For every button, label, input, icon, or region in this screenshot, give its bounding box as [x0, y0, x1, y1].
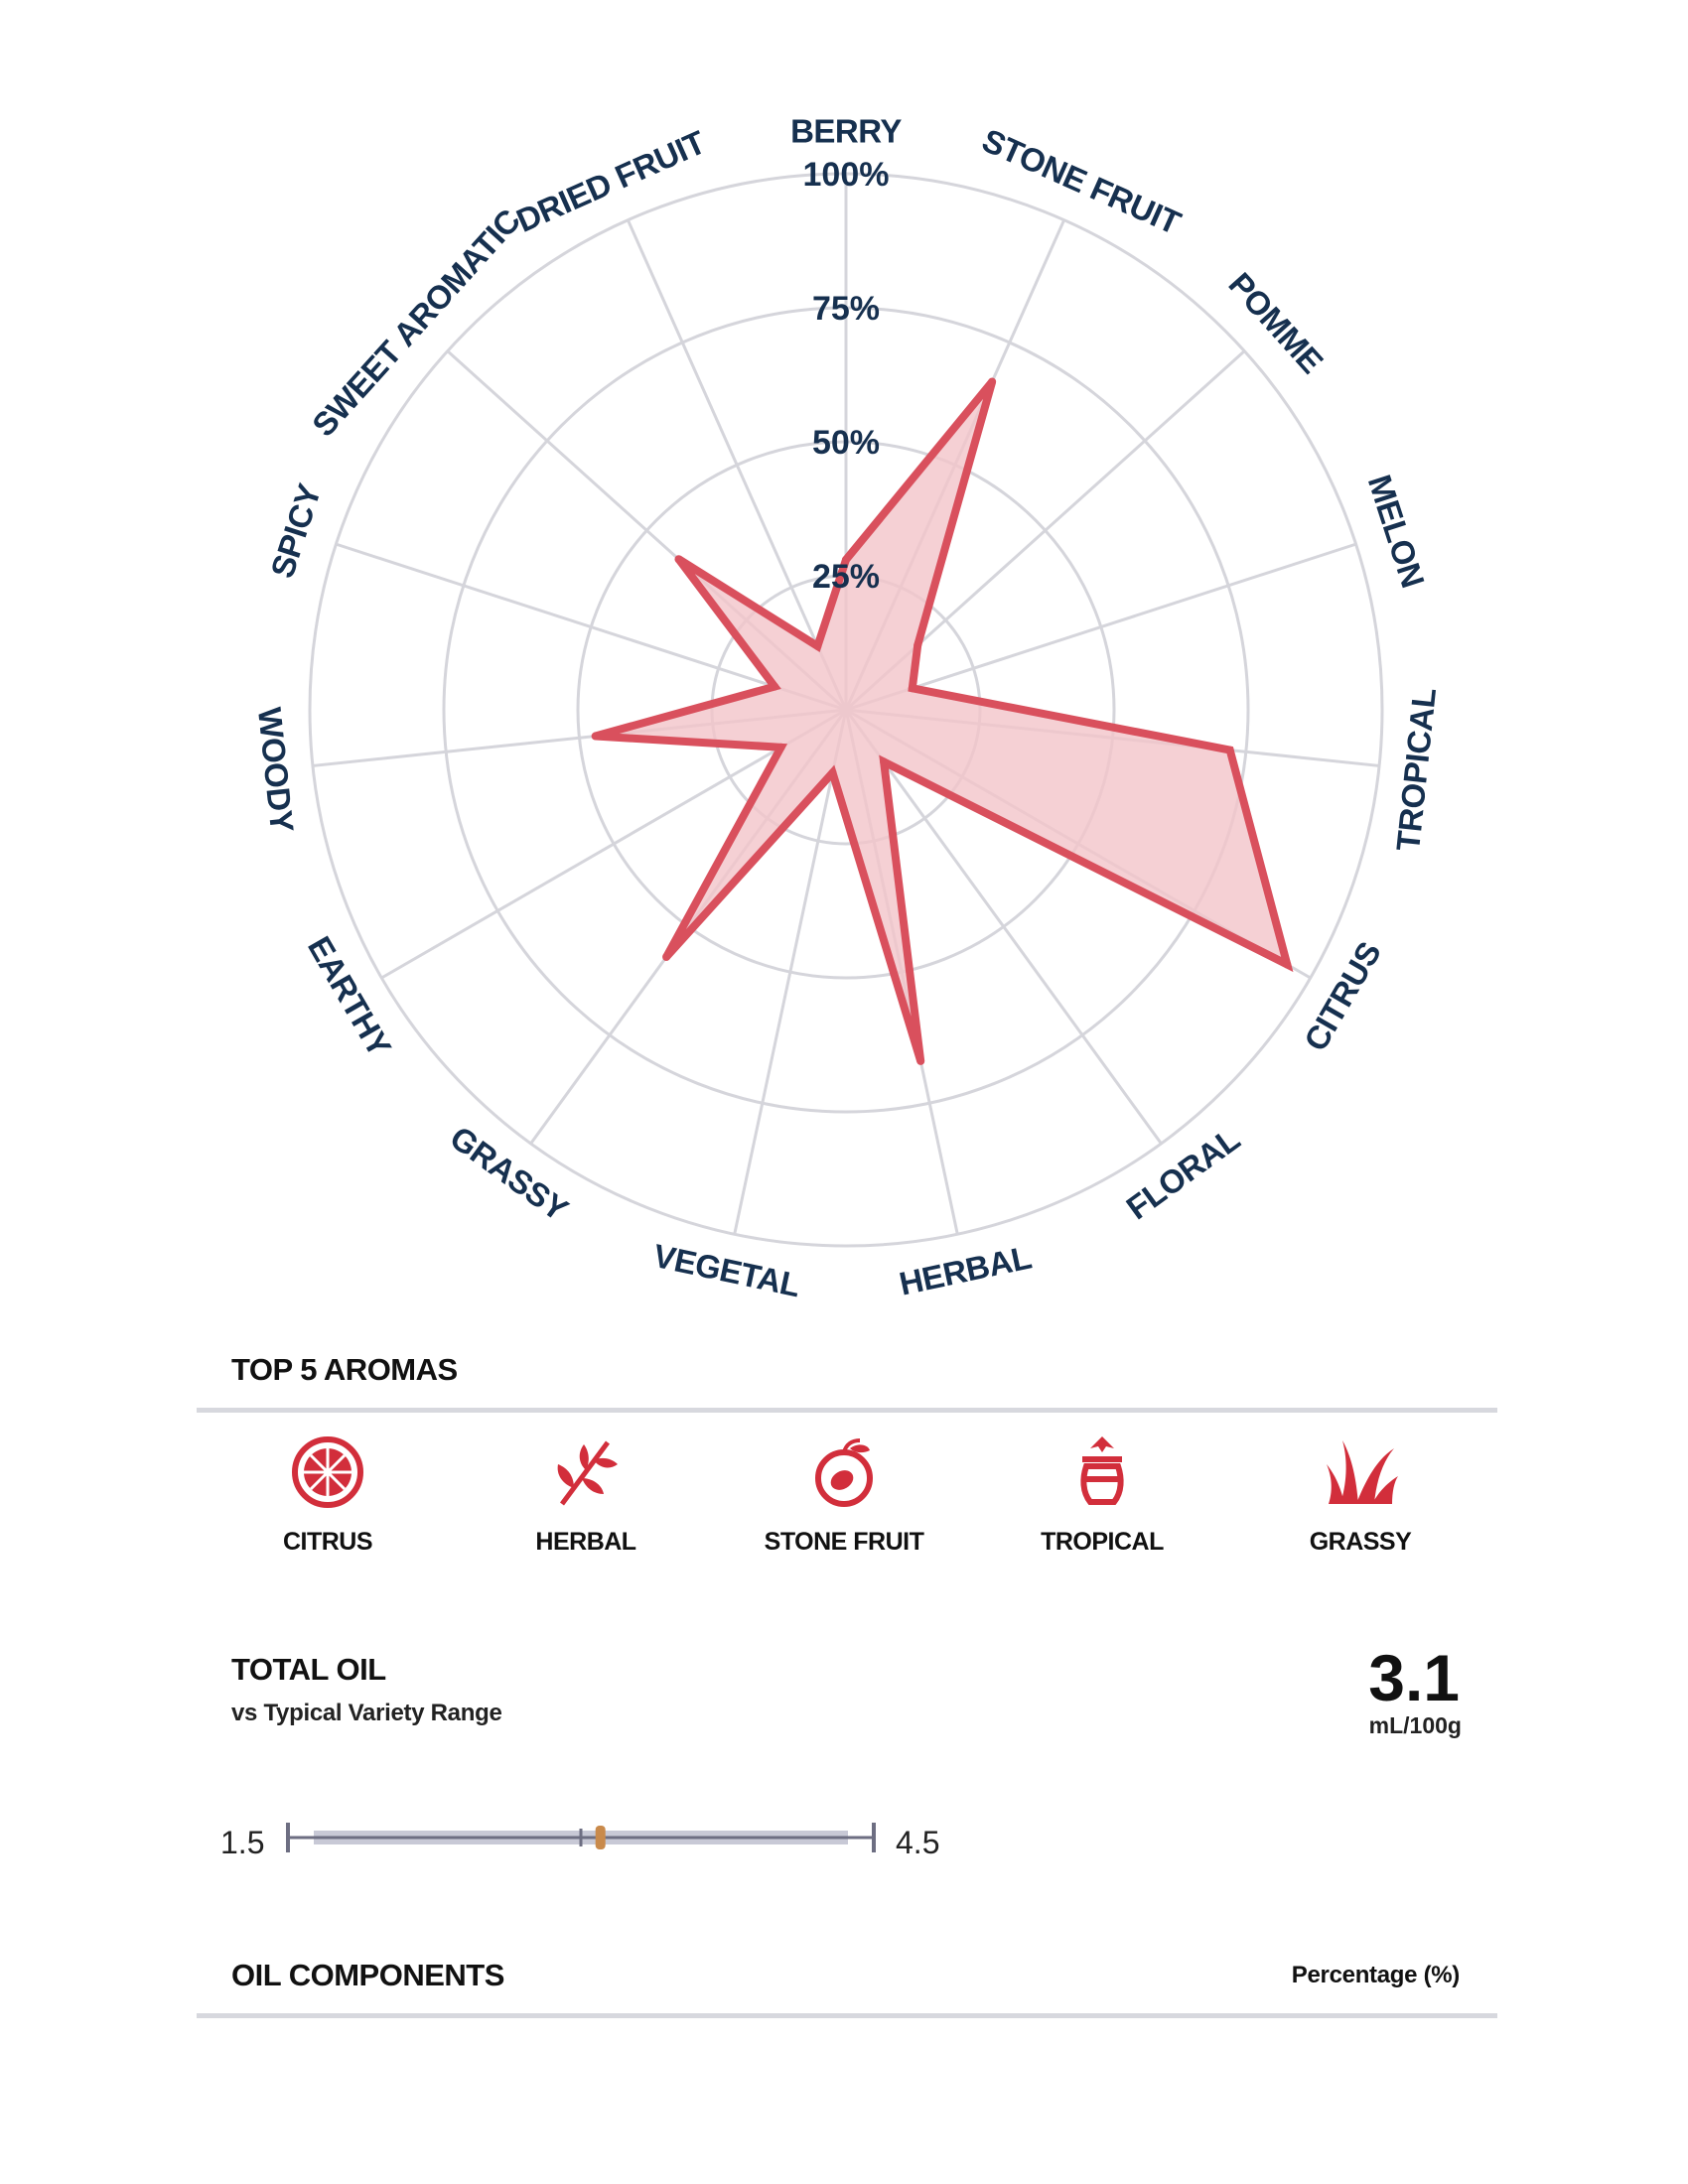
grid-spoke [733, 709, 848, 1235]
grid-spoke [845, 542, 1357, 712]
axis-label-dried-fruit: DRIED FRUIT [511, 123, 711, 239]
axis-label-citrus: CITRUS [1297, 935, 1388, 1056]
herb-icon [557, 1440, 618, 1506]
axis-label-floral: FLORAL [1120, 1120, 1247, 1226]
data-point-earthy [776, 743, 785, 751]
total-oil-unit: mL/100g [1368, 1712, 1462, 1738]
axis-label-earthy: EARTHY [301, 930, 399, 1063]
axis-label-woody: WOODY [251, 706, 301, 834]
aroma-label: STONE FRUIT [764, 1528, 924, 1556]
section-divider [197, 1408, 1497, 1413]
data-point-sweet-aromatic [674, 555, 683, 564]
data-point-grassy [662, 953, 671, 962]
pineapple-icon [1080, 1436, 1124, 1505]
axis-label-stone-fruit: STONE FRUIT [977, 121, 1187, 241]
data-point-vegetal [828, 768, 837, 777]
data-point-melon [908, 684, 916, 693]
radar-data [591, 377, 1294, 1065]
aroma-label: CITRUS [282, 1528, 373, 1556]
range-max-label: 4.5 [896, 1825, 940, 1860]
data-point-stone-fruit [988, 377, 997, 386]
grid-spoke [380, 708, 847, 980]
axis-label-melon: MELON [1361, 471, 1432, 592]
aroma-item-grassy: GRASSY [1231, 1434, 1489, 1557]
tick-label: 75% [812, 290, 880, 328]
data-point-citrus [1283, 960, 1292, 969]
aroma-radar-chart: 25% 50% 75% 100% BERRY STONE FRUIT POMME MELON… [251, 113, 1443, 1304]
aroma-item-citrus: CITRUS [199, 1434, 457, 1557]
tick-label: 50% [812, 424, 880, 462]
grid-spoke [844, 709, 1163, 1145]
axis-label-sweet-aromatic: SWEET AROMATIC [305, 203, 527, 444]
grid-spoke [626, 219, 848, 711]
data-point-tropical [1225, 746, 1234, 754]
oil-range-bar [286, 1823, 876, 1852]
data-point-floral [880, 757, 889, 766]
data-point-herbal [916, 1056, 925, 1065]
section-divider [197, 2013, 1497, 2018]
top-aromas-title: TOP 5 AROMAS [231, 1352, 458, 1387]
data-point-spicy [771, 682, 779, 691]
citrus-icon [292, 1436, 363, 1508]
data-point-woody [591, 732, 600, 741]
axis-label-berry: BERRY [790, 113, 902, 150]
aroma-profile-area [594, 378, 1294, 1063]
radar-ticks: 25% 50% 75% 100% [803, 156, 890, 596]
aroma-item-herbal: HERBAL [457, 1434, 715, 1557]
axis-label-herbal: HERBAL [896, 1238, 1035, 1301]
aroma-label: HERBAL [535, 1528, 636, 1556]
tick-label: 100% [803, 156, 890, 194]
total-oil-title: TOTAL OIL [231, 1652, 386, 1687]
axis-label-grassy: GRASSY [444, 1119, 575, 1228]
stone-fruit-icon [815, 1438, 873, 1507]
axis-label-pomme: POMME [1221, 265, 1330, 380]
total-oil-value: 3.1 [1368, 1641, 1460, 1714]
data-point-dried-fruit [813, 641, 822, 650]
aroma-item-stone-fruit: STONE FRUIT [715, 1434, 973, 1557]
data-point-pomme [914, 640, 922, 649]
data-point-berry [842, 555, 850, 564]
grid-spoke [335, 542, 847, 712]
range-value-marker [595, 1826, 606, 1849]
total-oil-subtitle: vs Typical Variety Range [231, 1700, 502, 1726]
axis-label-tropical: TROPICAL [1389, 686, 1443, 853]
oil-components-title: OIL COMPONENTS [231, 1958, 504, 1992]
grass-icon [1327, 1440, 1398, 1504]
range-min-label: 1.5 [220, 1825, 265, 1860]
aroma-label: GRASSY [1309, 1528, 1412, 1556]
axis-label-vegetal: VEGETAL [650, 1237, 804, 1303]
percentage-column-label: Percentage (%) [1291, 1962, 1461, 1988]
tick-label: 25% [812, 558, 880, 596]
axis-label-spicy: SPICY [263, 479, 328, 583]
aroma-label: TROPICAL [1041, 1528, 1164, 1556]
aroma-item-tropical: TROPICAL [973, 1434, 1231, 1557]
